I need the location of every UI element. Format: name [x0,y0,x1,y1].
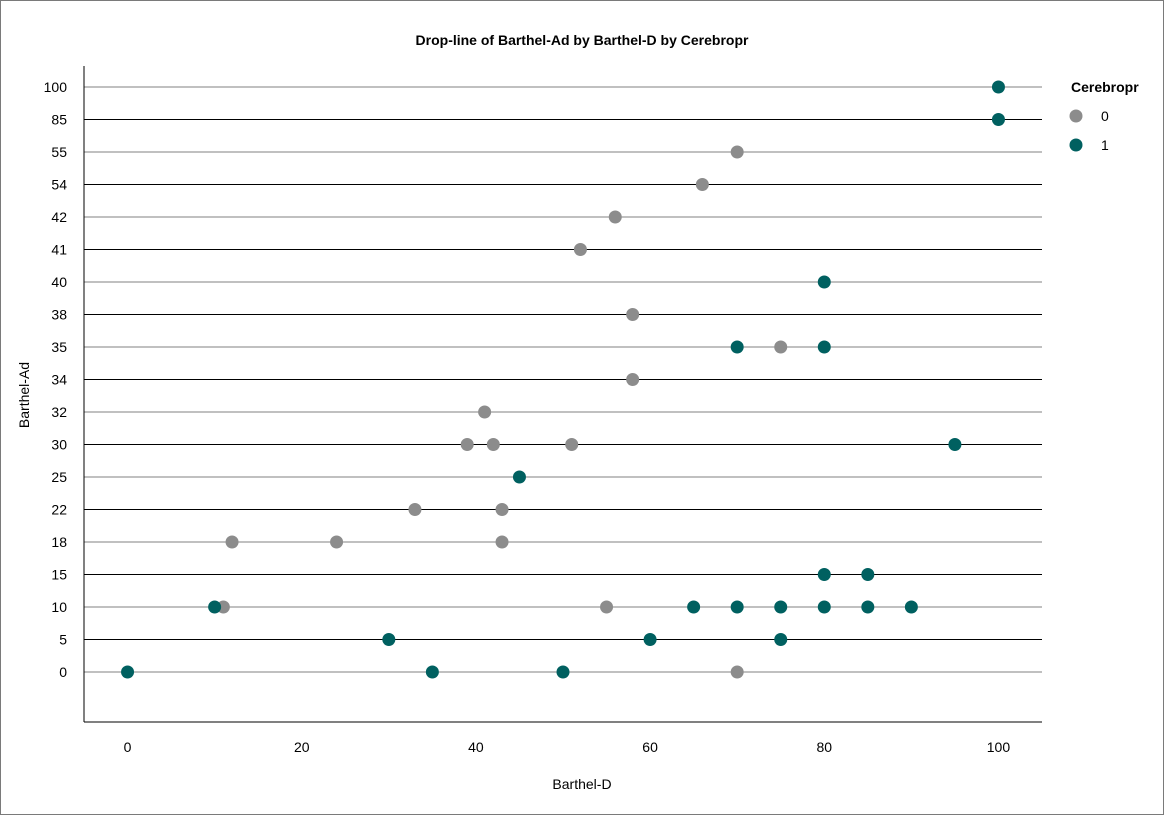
y-axis-ticks: 0 5 10 15 18 22 25 30 32 34 35 38 40 41 42 54 55 85 100 [44,79,68,680]
x-tick-label: 80 [816,739,832,755]
data-point-series-1 [817,340,831,354]
data-point-series-0 [225,535,239,549]
y-tick-label: 5 [59,632,67,648]
x-tick-label: 60 [642,739,658,755]
legend-marker-0 [1069,109,1083,123]
data-point-series-0 [460,438,474,451]
y-tick-label: 85 [51,112,67,128]
data-point-series-0 [730,665,744,679]
y-tick-label: 0 [59,664,67,680]
data-point-series-1 [643,633,657,646]
x-tick-label: 100 [987,739,1011,755]
y-tick-label: 38 [51,307,67,323]
legend-label-0: 0 [1101,108,1109,124]
data-point-series-0 [573,243,587,256]
data-point-series-0 [330,535,344,549]
data-point-series-1 [817,600,831,614]
data-point-series-1 [556,665,570,679]
data-point-series-1 [774,633,788,646]
y-tick-label: 100 [44,79,68,95]
y-tick-label: 55 [51,144,67,160]
data-points [121,80,1005,679]
data-point-series-1 [425,665,439,679]
y-tick-label: 32 [51,404,67,420]
y-tick-label: 15 [51,567,67,583]
data-point-series-1 [774,600,788,614]
data-point-series-1 [861,568,875,581]
x-axis-title: Barthel-D [552,776,611,792]
chart-title: Drop-line of Barthel-Ad by Barthel-D by … [416,32,749,48]
y-tick-label: 10 [51,599,67,615]
data-point-series-1 [208,600,222,614]
x-tick-label: 40 [468,739,484,755]
data-point-series-1 [730,600,744,614]
y-tick-label: 35 [51,339,67,355]
data-point-series-1 [382,633,396,646]
y-tick-label: 40 [51,274,67,290]
data-point-series-0 [495,503,509,516]
data-point-series-0 [774,340,788,354]
data-point-series-1 [948,438,962,451]
data-point-series-1 [817,275,831,289]
data-point-series-1 [730,340,744,354]
data-point-series-0 [608,210,622,224]
data-point-series-1 [817,568,831,581]
x-axis-ticks: 0 20 40 60 80 100 [124,739,1011,755]
legend-title: Cerebropr [1071,79,1139,95]
y-tick-label: 18 [51,534,67,550]
x-tick-label: 0 [124,739,132,755]
y-tick-label: 41 [51,242,67,258]
data-point-series-0 [408,503,422,516]
y-tick-label: 30 [51,437,67,453]
data-point-series-0 [730,145,744,159]
data-point-series-0 [626,308,640,321]
y-tick-label: 22 [51,502,67,518]
data-point-series-1 [121,665,135,679]
data-point-series-1 [991,80,1005,94]
y-tick-label: 34 [51,372,67,388]
x-tick-label: 20 [294,739,310,755]
data-point-series-0 [600,600,614,614]
legend-label-1: 1 [1101,137,1109,153]
data-point-series-1 [861,600,875,614]
data-point-series-0 [626,373,640,386]
data-point-series-1 [512,470,526,484]
data-point-series-0 [478,405,492,419]
data-point-series-0 [486,438,500,451]
data-point-series-1 [687,600,701,614]
y-axis-title: Barthel-Ad [16,362,32,428]
data-point-series-0 [695,178,709,191]
data-point-series-1 [991,113,1005,126]
data-point-series-1 [904,600,918,614]
data-point-series-0 [565,438,579,451]
y-tick-label: 54 [51,177,67,193]
y-tick-label: 25 [51,469,67,485]
data-point-series-0 [495,535,509,549]
drop-lines [84,86,1042,673]
legend-marker-1 [1069,138,1083,152]
y-tick-label: 42 [51,209,67,225]
legend: Cerebropr 0 1 [1069,79,1139,153]
